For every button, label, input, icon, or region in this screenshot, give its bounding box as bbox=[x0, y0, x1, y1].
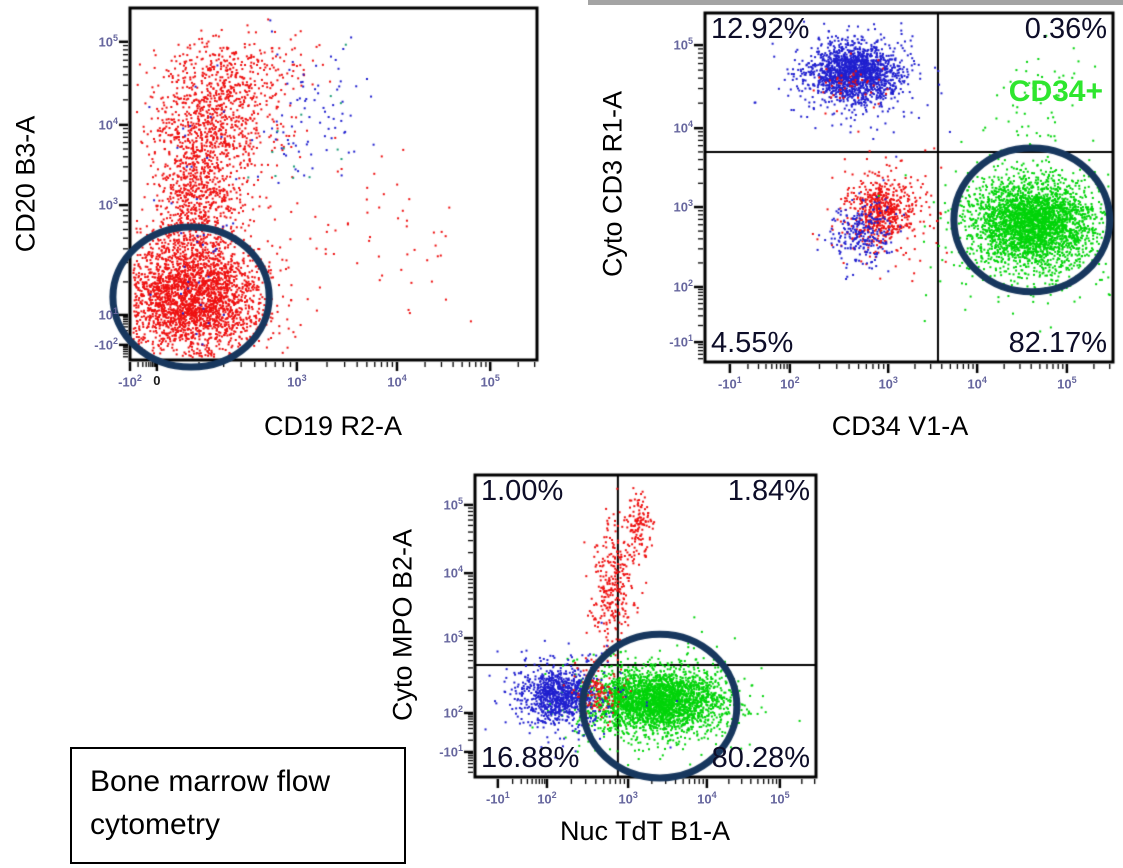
plot3-y-tick-label: 102 bbox=[443, 703, 463, 721]
plot1-x-axis-label: CD19 R2-A bbox=[263, 411, 403, 441]
plot1-x-tick-label: 0 bbox=[153, 373, 161, 388]
gate-annotation-cd34: CD34+ bbox=[1008, 75, 1103, 108]
plot3-quadrant-br-percentage: 80.28% bbox=[711, 742, 810, 774]
plot1-y-tick-label: -102 bbox=[94, 335, 118, 353]
plot2-x-tick-label: 103 bbox=[878, 375, 898, 392]
plot1-x-tick-label: 104 bbox=[387, 373, 407, 390]
caption-text: Bone marrow flow cytometry bbox=[90, 765, 331, 841]
plot3-quadrant-tr-percentage: 1.84% bbox=[727, 475, 810, 507]
plot2-x-tick-label: 102 bbox=[780, 375, 800, 392]
plot2-y-tick-label: 104 bbox=[673, 119, 693, 136]
plot1-x-tick-label: -102 bbox=[118, 373, 142, 390]
plot2-quadrant-bl-percentage: 4.55% bbox=[711, 327, 794, 359]
plot2-quadrant-tl-percentage: 12.92% bbox=[711, 13, 810, 45]
plot3-x-tick-label: 104 bbox=[697, 790, 717, 807]
plot2-x-axis-label: CD34 V1-A bbox=[831, 411, 969, 441]
plot2-y-tick-label: 102 bbox=[673, 277, 693, 295]
plot1-y-tick-label: 101 bbox=[98, 305, 118, 323]
plot2-y-tick-label: 103 bbox=[673, 198, 693, 215]
plot3-x-tick-label: 103 bbox=[618, 790, 638, 807]
plot2-y-tick-label: -101 bbox=[669, 333, 693, 350]
plot2-quadrant-tr-percentage: 0.36% bbox=[1024, 13, 1107, 45]
plot3-quadrant-tl-percentage: 1.00% bbox=[481, 475, 564, 507]
plot2-y-axis-label: Cyto CD3 R1-A bbox=[597, 90, 628, 278]
plot1-x-tick-label: 105 bbox=[480, 373, 500, 390]
plot2-y-tick-label: 105 bbox=[673, 36, 693, 53]
plot1-y-tick-label: 104 bbox=[98, 115, 118, 133]
plot3-y-tick-label: 104 bbox=[443, 564, 463, 581]
plot3-y-tick-label: 105 bbox=[443, 495, 463, 513]
plot3-x-tick-label: -101 bbox=[485, 790, 510, 807]
plot3-y-tick-label: -101 bbox=[439, 742, 463, 760]
plot2-x-tick-label: 105 bbox=[1057, 375, 1077, 392]
caption-box: Bone marrow flow cytometry bbox=[70, 747, 406, 865]
plot3-y-axis-label: Cyto MPO B2-A bbox=[387, 528, 418, 722]
plot3-quadrant-bl-percentage: 16.88% bbox=[481, 742, 580, 774]
plot2-quadrant-br-percentage: 82.17% bbox=[1008, 327, 1107, 359]
plot1-y-tick-label: 103 bbox=[98, 196, 118, 213]
plot2-x-tick-label: -101 bbox=[717, 375, 742, 392]
plot1-y-axis-label: CD20 B3-A bbox=[10, 115, 41, 253]
plot2-x-tick-label: 104 bbox=[967, 375, 987, 392]
plot3-x-tick-label: 102 bbox=[537, 790, 557, 807]
plot3-x-axis-label: Nuc TdT B1-A bbox=[559, 816, 731, 846]
plot3-x-tick-label: 105 bbox=[770, 790, 790, 807]
plot3-y-tick-label: 103 bbox=[443, 629, 463, 646]
plot1-y-tick-label: 105 bbox=[98, 32, 118, 50]
plot1-x-tick-label: 103 bbox=[287, 373, 307, 390]
